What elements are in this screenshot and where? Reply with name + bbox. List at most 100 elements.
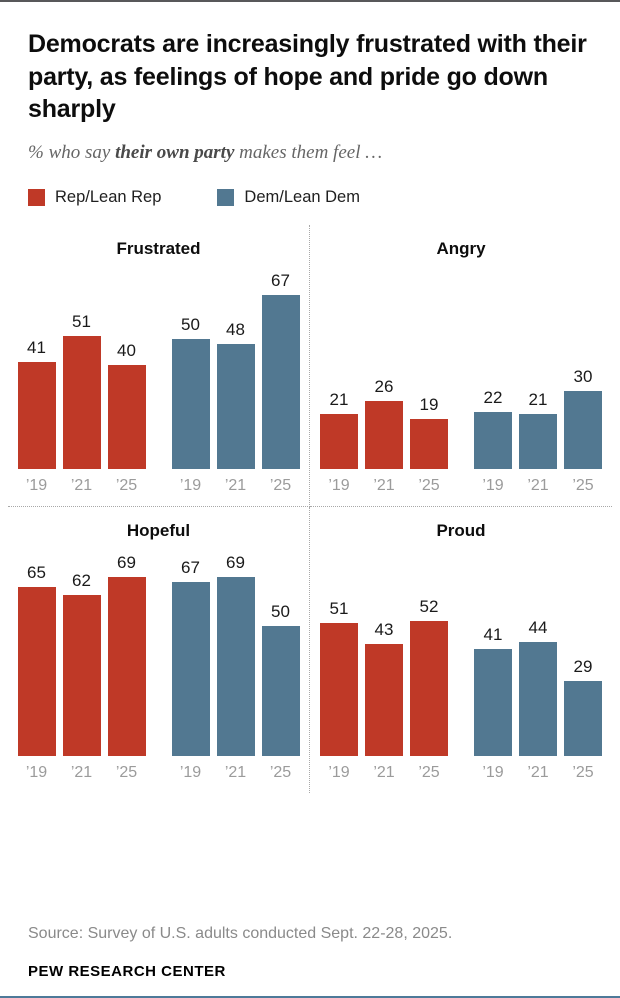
- bar-column: 50 ’25: [261, 553, 300, 783]
- dem-bar-group: 50 ’19 48 ’21 67 ’25: [171, 270, 300, 496]
- bar-column: 26 ’21: [365, 377, 403, 496]
- bar: [519, 641, 557, 757]
- bar-column: 67 ’25: [261, 270, 300, 496]
- bar-column: 51 ’21: [62, 312, 101, 496]
- tick-label: ’21: [70, 476, 93, 494]
- tick-label: ’21: [527, 476, 549, 494]
- dem-bar-group: 22 ’19 21 ’21 30 ’25: [474, 367, 602, 496]
- bar-value-label: 26: [374, 377, 394, 397]
- tick-label: ’19: [328, 764, 350, 782]
- bar: [564, 390, 602, 469]
- bar-value-label: 43: [374, 620, 394, 640]
- bar-value-label: 65: [27, 563, 46, 583]
- bar-column: 50 ’19: [171, 271, 210, 496]
- bar: [107, 364, 146, 469]
- bar-column: 21 ’19: [320, 377, 358, 496]
- bar-value-label: 67: [271, 270, 290, 290]
- subtitle-suffix: makes them feel …: [234, 141, 383, 163]
- bar: [261, 626, 300, 757]
- bar-chart: 65 ’19 62 ’21 69 ’25 67 ’19 69 ’21 50 ’25: [12, 553, 305, 783]
- rep-swatch-icon: [28, 188, 45, 206]
- tick-label: ’21: [70, 764, 93, 782]
- bar: [320, 623, 358, 757]
- bar-value-label: 50: [181, 314, 200, 334]
- tick-label: ’21: [373, 476, 395, 494]
- bar-column: 41 ’19: [17, 312, 56, 496]
- bar-column: 62 ’21: [62, 553, 101, 783]
- panel-proud: Proud 51 ’19 43 ’21 52 ’25 41 ’19 44 ’21 29 ’25: [310, 507, 612, 793]
- bar: [474, 411, 512, 469]
- tick-label: ’19: [179, 476, 202, 494]
- bar-value-label: 69: [226, 552, 245, 572]
- footer: Source: Survey of U.S. adults conducted …: [0, 899, 620, 996]
- bar: [17, 362, 56, 469]
- panel-frustrated: Frustrated 41 ’19 51 ’21 40 ’25 50 ’19 48 ’21 67 ’25: [8, 224, 310, 507]
- panel-title: Angry: [436, 238, 486, 258]
- tick-label: ’25: [572, 476, 594, 494]
- tick-label: ’21: [224, 476, 247, 494]
- tick-label: ’25: [418, 476, 440, 494]
- rep-bar-group: 51 ’19 43 ’21 52 ’25: [320, 597, 448, 783]
- tick-label: ’19: [25, 764, 48, 782]
- bar-value-label: 21: [528, 390, 548, 410]
- bar-value-label: 19: [419, 395, 439, 415]
- tick-label: ’19: [482, 476, 504, 494]
- bar: [474, 649, 512, 757]
- panel-title: Hopeful: [126, 520, 191, 540]
- tick-label: ’25: [115, 764, 138, 782]
- panel-hopeful: Hopeful 65 ’19 62 ’21 69 ’25 67 ’19 69 ’21 50 ’25: [8, 506, 310, 794]
- bar: [365, 644, 403, 757]
- bar-column: 48 ’21: [216, 271, 255, 496]
- tick-label: ’25: [269, 764, 292, 782]
- bar-value-label: 44: [528, 617, 548, 637]
- bar-column: 40 ’25: [107, 312, 146, 496]
- dem-swatch-icon: [217, 188, 235, 206]
- bar: [261, 294, 300, 469]
- panel-title: Proud: [436, 520, 486, 540]
- legend-item-dem: Dem/Lean Dem: [217, 188, 360, 207]
- bar-value-label: 29: [573, 656, 593, 676]
- bar-chart: 41 ’19 51 ’21 40 ’25 50 ’19 48 ’21 67 ’25: [12, 271, 305, 496]
- bar-value-label: 30: [573, 366, 593, 386]
- bar-column: 43 ’21: [365, 597, 403, 783]
- tick-label: ’19: [482, 764, 504, 782]
- panel-angry: Angry 21 ’19 26 ’21 19 ’25 22 ’19 21 ’21 30 ’25: [310, 225, 612, 507]
- tick-label: ’25: [572, 764, 594, 782]
- bottom-border: [0, 996, 620, 998]
- bar-column: 65 ’19: [17, 553, 56, 783]
- bar: [320, 414, 358, 469]
- bar-value-label: 21: [329, 390, 349, 410]
- source-note: Source: Survey of U.S. adults conducted …: [28, 925, 453, 942]
- dem-bar-group: 41 ’19 44 ’21 29 ’25: [474, 618, 602, 783]
- bar-column: 19 ’25: [410, 377, 448, 496]
- subtitle: % who say their own party makes them fee…: [28, 142, 592, 164]
- page-title: Democrats are increasingly frustrated wi…: [28, 30, 587, 123]
- bar-chart: 51 ’19 43 ’21 52 ’25 41 ’19 44 ’21 29 ’25: [314, 597, 608, 783]
- bar-value-label: 52: [419, 596, 439, 616]
- bar-column: 41 ’19: [474, 618, 512, 783]
- bar: [107, 576, 146, 757]
- bar-column: 52 ’25: [410, 597, 448, 783]
- legend-label-dem: Dem/Lean Dem: [244, 187, 360, 206]
- bar-column: 22 ’19: [474, 367, 512, 496]
- bar: [62, 594, 101, 757]
- tick-label: ’19: [179, 764, 202, 782]
- panels-grid: Frustrated 41 ’19 51 ’21 40 ’25 50 ’19 48 ’21 67 ’25…: [8, 224, 612, 794]
- bar-value-label: 41: [483, 625, 503, 645]
- tick-label: ’19: [328, 476, 350, 494]
- bar-value-label: 67: [181, 557, 200, 577]
- bar-column: 69 ’25: [107, 553, 146, 783]
- bar: [519, 414, 557, 469]
- bar: [171, 581, 210, 757]
- rep-bar-group: 41 ’19 51 ’21 40 ’25: [17, 312, 146, 496]
- panel-title: Frustrated: [116, 238, 201, 258]
- bar-value-label: 50: [271, 602, 290, 622]
- bar-value-label: 62: [72, 570, 91, 590]
- legend: Rep/Lean Rep Dem/Lean Dem: [28, 188, 592, 207]
- bar-column: 67 ’19: [171, 553, 210, 783]
- legend-label-rep: Rep/Lean Rep: [55, 187, 162, 206]
- tick-label: ’25: [269, 476, 292, 494]
- bar-value-label: 51: [329, 599, 349, 619]
- subtitle-prefix: % who say: [28, 141, 116, 163]
